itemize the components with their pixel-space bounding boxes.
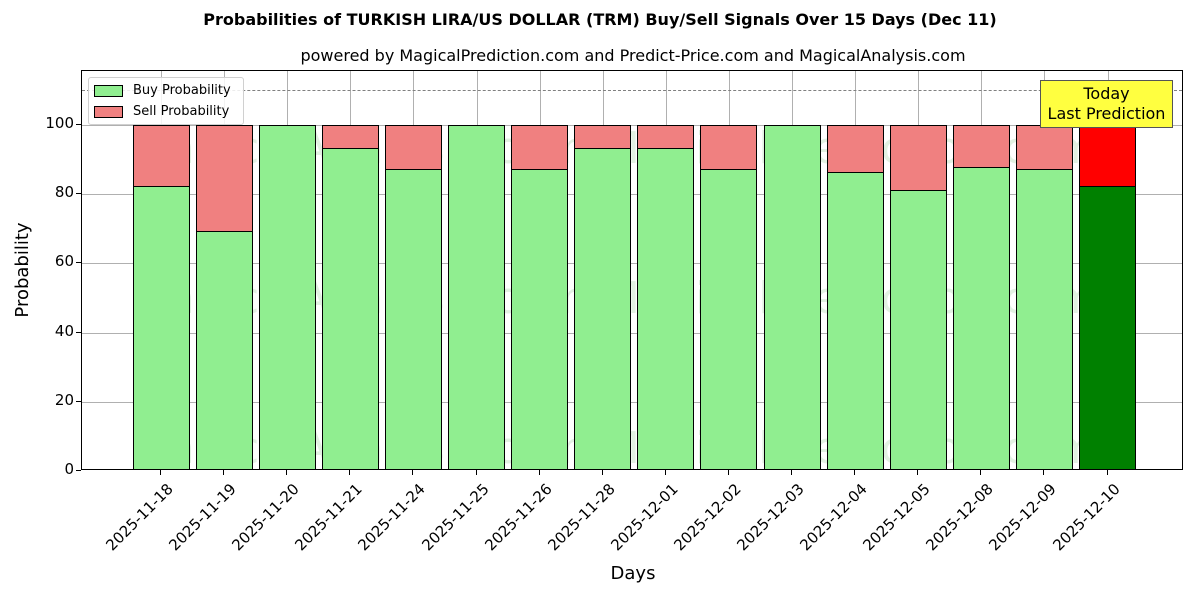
- bar-2025-11-26: [511, 71, 569, 469]
- gridline-horizontal: [82, 263, 1182, 265]
- bar-segment-buy: [700, 169, 758, 469]
- bar-segment-sell: [952, 125, 1010, 168]
- x-tick-mark: [223, 470, 225, 475]
- bar-2025-11-19: [195, 71, 253, 469]
- bar-segment-buy: [448, 125, 505, 469]
- legend-swatch-sell: [94, 105, 123, 118]
- x-tick-mark: [412, 470, 414, 475]
- bar-2025-11-18: [132, 71, 190, 469]
- y-tick-label: 0: [64, 460, 74, 478]
- bar-2025-12-08: [952, 71, 1010, 469]
- bar-segment-buy: [321, 147, 379, 469]
- x-axis-label: Days: [610, 563, 656, 584]
- bar-2025-12-10: [1079, 71, 1136, 469]
- bar-2025-12-09: [1015, 71, 1073, 469]
- bar-segment-sell: [321, 125, 379, 149]
- bar-2025-11-21: [321, 71, 379, 469]
- x-tick-mark: [664, 470, 666, 475]
- bar-segment-buy: [763, 125, 821, 469]
- x-tick-mark: [286, 470, 288, 475]
- y-tick-mark: [76, 400, 81, 402]
- x-tick-mark: [791, 470, 792, 475]
- x-tick-mark: [475, 470, 477, 475]
- bar-segment-sell: [700, 125, 758, 171]
- x-tick-mark: [854, 470, 856, 475]
- x-tick-mark: [160, 470, 161, 475]
- bar-segment-buy: [384, 168, 442, 469]
- bar-segment-sell: [826, 125, 884, 174]
- bar-segment-buy: [637, 147, 695, 469]
- y-tick-mark: [76, 193, 81, 195]
- gridline-horizontal: [82, 194, 1182, 196]
- bar-segment-buy: [132, 186, 190, 469]
- gridline-horizontal: [82, 125, 1182, 126]
- y-tick-mark: [76, 470, 81, 471]
- y-tick-label: 80: [54, 183, 74, 202]
- x-tick-mark: [1106, 470, 1108, 475]
- bar-segment-buy: [574, 147, 632, 469]
- bar-2025-12-04: [826, 71, 884, 469]
- bar-segment-sell: [574, 125, 632, 149]
- today-annotation-line1: Today: [1083, 84, 1130, 103]
- bar-segment-buy: [258, 125, 316, 469]
- reference-line-dashed: [82, 90, 1182, 92]
- legend-label-sell: Sell Probability: [133, 104, 230, 119]
- bar-segment-sell: [1015, 125, 1073, 170]
- bar-2025-12-03: [763, 71, 821, 469]
- bar-segment-sell: [195, 125, 253, 232]
- plot-area: MagicalAnalysis.comMagicalPrediction.com…: [81, 70, 1183, 470]
- bar-2025-11-28: [574, 71, 632, 469]
- y-axis-label: Probability: [12, 222, 33, 318]
- legend-label-buy: Buy Probability: [133, 83, 231, 98]
- x-tick-mark: [538, 470, 540, 475]
- bar-segment-buy: [826, 172, 884, 469]
- y-tick-mark: [76, 124, 81, 125]
- bar-segment-buy: [195, 230, 253, 469]
- legend-item-sell: Sell Probability: [94, 104, 229, 119]
- x-tick-mark: [1043, 470, 1045, 475]
- legend-item-buy: Buy Probability: [94, 83, 231, 98]
- bar-segment-buy: [1079, 186, 1136, 469]
- x-tick-mark: [980, 470, 982, 475]
- bar-2025-12-02: [700, 71, 758, 469]
- y-tick-label: 20: [54, 390, 74, 409]
- x-tick-mark: [601, 470, 603, 475]
- bar-2025-12-05: [889, 71, 947, 469]
- x-tick-mark: [349, 470, 351, 475]
- x-tick-mark: [727, 470, 729, 475]
- today-annotation: Today Last Prediction: [1040, 80, 1173, 128]
- y-tick-label: 60: [54, 252, 74, 271]
- bar-segment-sell: [637, 125, 695, 149]
- bar-2025-11-25: [448, 71, 505, 469]
- today-annotation-line2: Last Prediction: [1047, 104, 1166, 123]
- bar-segment-buy: [952, 166, 1010, 469]
- chart-title: Probabilities of TURKISH LIRA/US DOLLAR …: [203, 10, 997, 29]
- y-tick-label: 40: [54, 321, 74, 340]
- y-tick-label: 100: [45, 114, 74, 132]
- bar-segment-sell: [511, 125, 569, 170]
- gridline-horizontal: [82, 401, 1182, 403]
- y-tick-mark: [76, 262, 81, 264]
- gridline-horizontal: [82, 332, 1182, 334]
- bar-segment-sell: [889, 125, 947, 192]
- bar-segment-buy: [1015, 168, 1073, 469]
- y-tick-mark: [76, 331, 81, 333]
- legend-swatch-buy: [94, 84, 123, 97]
- bar-2025-11-20: [258, 71, 316, 469]
- x-tick-mark: [917, 470, 919, 475]
- bar-segment-sell: [132, 125, 190, 188]
- bar-2025-12-01: [637, 71, 695, 469]
- legend: Buy Probability Sell Probability: [88, 77, 244, 125]
- bar-segment-sell: [384, 125, 442, 170]
- chart-subtitle: powered by MagicalPrediction.com and Pre…: [300, 46, 966, 65]
- bar-2025-11-24: [384, 71, 442, 469]
- bar-segment-buy: [889, 190, 947, 469]
- bar-segment-buy: [511, 168, 569, 469]
- bar-segment-sell: [1079, 125, 1136, 188]
